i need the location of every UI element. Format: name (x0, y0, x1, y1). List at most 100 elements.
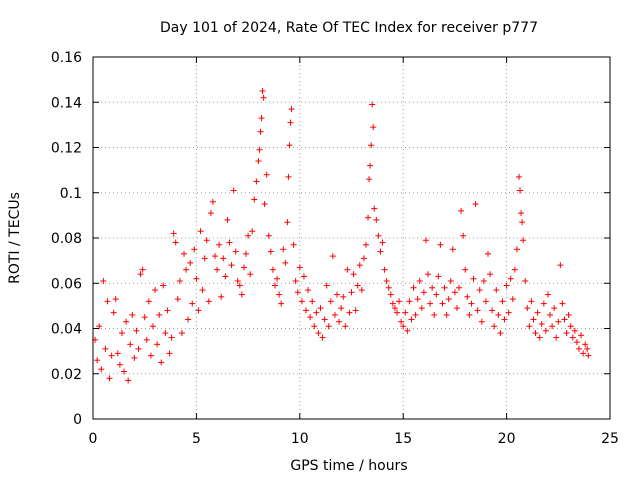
data-point (263, 171, 270, 178)
data-point (149, 323, 156, 330)
data-point (133, 327, 140, 334)
data-point (582, 341, 589, 348)
data-point (271, 282, 278, 289)
data-point (482, 298, 489, 305)
data-point (253, 178, 260, 185)
data-point (557, 262, 564, 269)
data-point (466, 311, 473, 318)
data-point (168, 334, 175, 341)
data-point (458, 207, 465, 214)
data-point (487, 271, 494, 278)
data-point (387, 291, 394, 298)
data-point (542, 327, 549, 334)
data-point (290, 241, 297, 248)
data-point (98, 366, 105, 373)
data-point (152, 287, 159, 294)
data-point (331, 311, 338, 318)
data-point (516, 173, 523, 180)
data-point (573, 339, 580, 346)
y-tick-label: 0.08 (51, 231, 82, 247)
data-point (174, 296, 181, 303)
data-point (433, 291, 440, 298)
data-point (278, 300, 285, 307)
data-point (251, 196, 258, 203)
data-point (96, 323, 103, 330)
data-point (226, 239, 233, 246)
axis-ticks: 0 5 10 15 20 25 0 0.02 0.04 0.06 0.08 0.1 0.12 0.14 0.… (51, 50, 619, 447)
data-point (108, 352, 115, 359)
data-point (445, 296, 452, 303)
data-point (199, 287, 206, 294)
data-point (402, 309, 409, 316)
data-point (416, 277, 423, 284)
data-point (325, 323, 332, 330)
data-point (201, 255, 208, 262)
data-point (373, 216, 380, 223)
data-point (369, 101, 376, 108)
data-point (580, 350, 587, 357)
data-point (585, 352, 592, 359)
data-point (94, 357, 101, 364)
data-point (238, 291, 245, 298)
data-point (135, 345, 142, 352)
data-point (519, 219, 526, 226)
data-point (162, 330, 169, 337)
data-point (379, 239, 386, 246)
data-point (528, 298, 535, 305)
data-point (524, 305, 531, 312)
data-point (346, 309, 353, 316)
data-point (501, 316, 508, 323)
data-point (311, 323, 318, 330)
data-point (100, 277, 107, 284)
data-point (274, 275, 281, 282)
data-point (220, 255, 227, 262)
data-point (123, 318, 130, 325)
data-point (195, 307, 202, 314)
data-point (484, 250, 491, 257)
y-tick-label: 0.16 (51, 50, 82, 66)
data-point (187, 259, 194, 266)
data-point (367, 162, 374, 169)
data-point (261, 201, 268, 208)
data-point (287, 119, 294, 126)
data-point (197, 228, 204, 235)
data-point (319, 334, 326, 341)
data-point (191, 246, 198, 253)
data-point (460, 232, 467, 239)
data-point (575, 345, 582, 352)
chart-title: Day 101 of 2024, Rate Of TEC Index for r… (160, 20, 538, 36)
data-point (406, 298, 413, 305)
y-tick-label: 0 (73, 412, 82, 428)
data-point (472, 201, 479, 208)
data-point (298, 298, 305, 305)
data-point (547, 311, 554, 318)
data-point (317, 305, 324, 312)
data-point (104, 298, 111, 305)
data-point (449, 246, 456, 253)
x-tick-label: 20 (498, 431, 516, 447)
data-point (538, 320, 545, 327)
data-point (296, 264, 303, 271)
data-point (145, 298, 152, 305)
data-point (526, 323, 533, 330)
data-point (499, 298, 506, 305)
data-point (240, 264, 247, 271)
data-point (366, 176, 373, 183)
data-point (106, 375, 113, 382)
data-point (418, 305, 425, 312)
data-point (236, 282, 243, 289)
data-point (315, 330, 322, 337)
data-point (391, 305, 398, 312)
data-point (513, 246, 520, 253)
data-point (280, 246, 287, 253)
data-point (269, 266, 276, 273)
data-point (544, 291, 551, 298)
data-point (203, 237, 210, 244)
data-point (561, 316, 568, 323)
data-point (352, 307, 359, 314)
data-point (158, 359, 165, 366)
data-point (470, 275, 477, 282)
data-point (464, 293, 471, 300)
data-point (338, 305, 345, 312)
data-point (257, 128, 264, 135)
